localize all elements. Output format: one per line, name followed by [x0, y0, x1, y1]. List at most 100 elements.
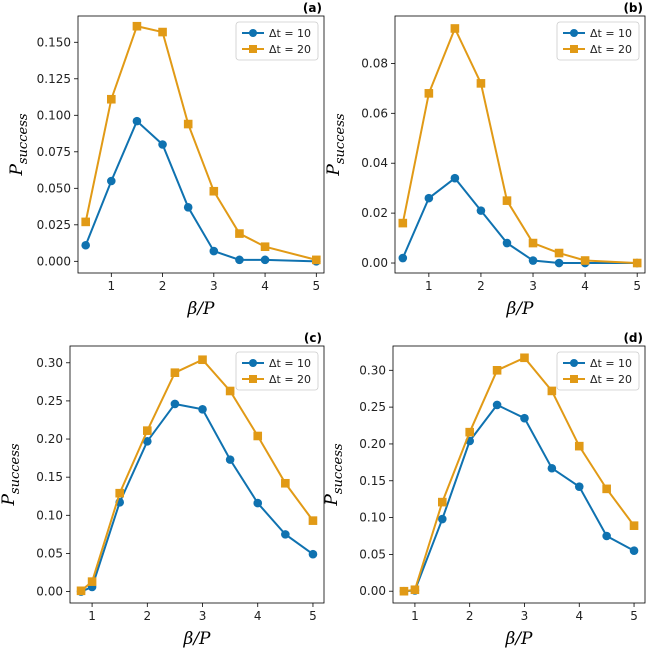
data-point [225, 455, 235, 464]
y-axis-label: Psuccess [0, 443, 23, 506]
y-tick-label: 0.25 [359, 400, 386, 414]
data-point [132, 116, 142, 126]
series-1 [81, 116, 321, 266]
series-1 [76, 399, 318, 596]
y-axis-label: Psuccess [7, 113, 31, 176]
x-tick-label: 5 [633, 279, 641, 293]
x-tick-label: 3 [199, 609, 207, 623]
x-tick-label: 5 [312, 279, 320, 293]
data-point [107, 176, 116, 186]
y-axis-label-subscript: success [16, 113, 31, 164]
data-point [520, 353, 529, 363]
legend: Δt = 10 Δt = 20 [235, 21, 319, 61]
data-point [76, 586, 86, 596]
chart-panel-3: 1 2 3 4 5 0.00 0.05 0.10 0.15 0.20 0.25 0.30 β/P Psuc… [0, 331, 325, 649]
series-line [84, 25, 317, 261]
chart-panel-1: 1 2 3 4 5 0.000 0.025 0.050 0.075 0.100 0.125 0.150… [7, 1, 325, 319]
y-tick-label: 0.05 [359, 547, 386, 561]
x-tick-label: 3 [210, 279, 218, 293]
y-tick-label: 0.25 [36, 394, 63, 408]
x-tick-label: 1 [107, 279, 115, 293]
data-point [528, 256, 538, 265]
series-line [401, 25, 638, 265]
legend: Δt = 10 Δt = 20 [556, 21, 640, 61]
panel-label: (c) [304, 331, 322, 345]
data-point [424, 193, 434, 203]
data-point [253, 498, 263, 508]
data-point [312, 255, 321, 265]
x-tick-label: 4 [254, 609, 262, 623]
y-tick-label: 0.125 [37, 72, 71, 86]
x-axis-label: β/P [183, 629, 212, 649]
y-tick-label: 0.10 [359, 511, 386, 525]
data-point [107, 94, 116, 104]
data-point [143, 437, 152, 446]
y-tick-label: 0.02 [361, 206, 388, 220]
data-point [554, 258, 564, 268]
data-point [476, 79, 486, 88]
y-tick-label: 0.075 [37, 145, 71, 159]
panel-label: (a) [303, 1, 322, 15]
data-point [410, 585, 420, 595]
y-axis-label-subscript: success [8, 443, 23, 494]
data-point [308, 549, 318, 559]
data-point [281, 530, 290, 539]
x-tick-label: 2 [477, 279, 485, 293]
series-line [80, 402, 314, 593]
data-point [132, 21, 142, 31]
data-point [424, 89, 434, 98]
x-tick-label: 2 [466, 609, 474, 623]
plot-frame [69, 345, 325, 604]
y-tick-label: 0.04 [361, 156, 388, 170]
x-axis-label: β/P [506, 299, 535, 319]
x-tick-label: 4 [261, 279, 269, 293]
data-point [438, 514, 447, 524]
series-line [84, 119, 317, 263]
data-point [502, 196, 512, 205]
y-tick-label: 0.000 [37, 254, 71, 268]
x-tick-label: 4 [575, 609, 583, 623]
y-tick-label: 0.08 [361, 56, 388, 70]
y-tick-label: 0.30 [36, 356, 63, 370]
data-point [183, 119, 193, 129]
legend-label: Δt = 20 [269, 43, 311, 56]
y-tick-label: 0.00 [36, 585, 63, 599]
y-axis-label-subscript: success [331, 443, 346, 494]
legend-marker [570, 375, 578, 383]
data-point [492, 366, 502, 375]
y-tick-label: 0.00 [361, 256, 388, 270]
legend-label: Δt = 10 [269, 357, 311, 370]
chart-panel-2: 1 2 3 4 5 0.00 0.02 0.04 0.06 0.08 β/P Psuccess (b) Δ… [324, 1, 646, 319]
y-axis-label: Psuccess [322, 443, 346, 506]
legend-label: Δt = 20 [590, 43, 632, 56]
y-tick-label: 0.10 [36, 508, 63, 522]
plot-frame [77, 15, 325, 274]
legend-label: Δt = 10 [269, 27, 311, 40]
series-2 [399, 353, 639, 596]
legend-marker [249, 45, 257, 53]
x-tick-label: 3 [529, 279, 537, 293]
y-axis-label: Psuccess [324, 113, 348, 176]
legend-marker [249, 375, 257, 383]
data-point [170, 399, 180, 409]
data-point [198, 404, 207, 414]
data-point [81, 240, 90, 250]
series-line [80, 358, 314, 592]
legend-marker [570, 45, 578, 53]
data-point [438, 497, 447, 507]
y-tick-label: 0.00 [359, 584, 386, 598]
data-point [225, 386, 235, 396]
x-tick-label: 3 [521, 609, 529, 623]
legend-label: Δt = 20 [590, 373, 632, 386]
data-point [308, 516, 318, 525]
legend-marker [249, 359, 257, 367]
data-point [235, 255, 244, 265]
data-point [115, 488, 124, 498]
data-point [547, 463, 557, 473]
data-point [602, 531, 611, 541]
x-tick-label: 5 [309, 609, 317, 623]
y-tick-label: 0.20 [36, 432, 63, 446]
y-tick-label: 0.20 [359, 437, 386, 451]
chart-panel-4: 1 2 3 4 5 0.00 0.05 0.10 0.15 0.20 0.25 0.30 β/P Psuc… [322, 331, 646, 649]
data-point [260, 255, 270, 265]
